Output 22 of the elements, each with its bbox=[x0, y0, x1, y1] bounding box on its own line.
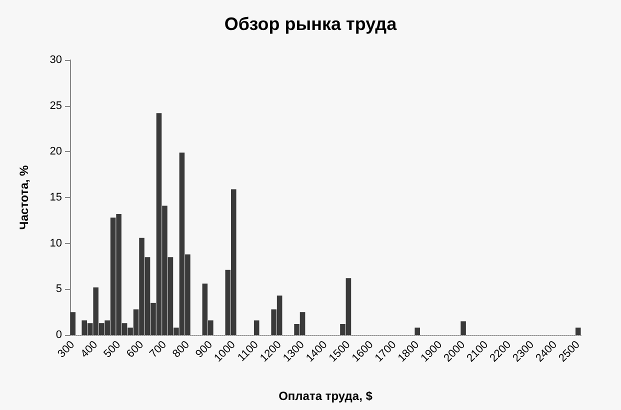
bar bbox=[254, 320, 260, 335]
y-tick-label: 5 bbox=[56, 283, 62, 296]
x-axis-title: Оплата труда, $ bbox=[278, 389, 373, 403]
y-tick-label: 10 bbox=[50, 237, 62, 250]
x-tick-label: 800 bbox=[170, 338, 192, 360]
x-tick-label: 500 bbox=[102, 338, 124, 360]
x-tick-label: 700 bbox=[148, 338, 169, 360]
x-tick-label: 300 bbox=[56, 338, 78, 360]
y-tick-label: 0 bbox=[56, 329, 62, 341]
y-axis-title: Частота, % bbox=[17, 164, 31, 230]
y-tick-label: 25 bbox=[50, 100, 62, 112]
bar bbox=[414, 328, 420, 335]
chart-title: Обзор рынка труда bbox=[224, 14, 398, 34]
x-tick-label: 600 bbox=[124, 338, 146, 360]
x-tick-label: 400 bbox=[78, 338, 100, 360]
bar bbox=[70, 312, 76, 335]
y-tick-label: 30 bbox=[50, 54, 62, 66]
bar bbox=[575, 328, 581, 335]
x-tick-label: 900 bbox=[193, 338, 215, 360]
y-tick-label: 15 bbox=[50, 192, 62, 204]
y-tick-label: 20 bbox=[50, 146, 62, 158]
bar bbox=[460, 321, 466, 335]
